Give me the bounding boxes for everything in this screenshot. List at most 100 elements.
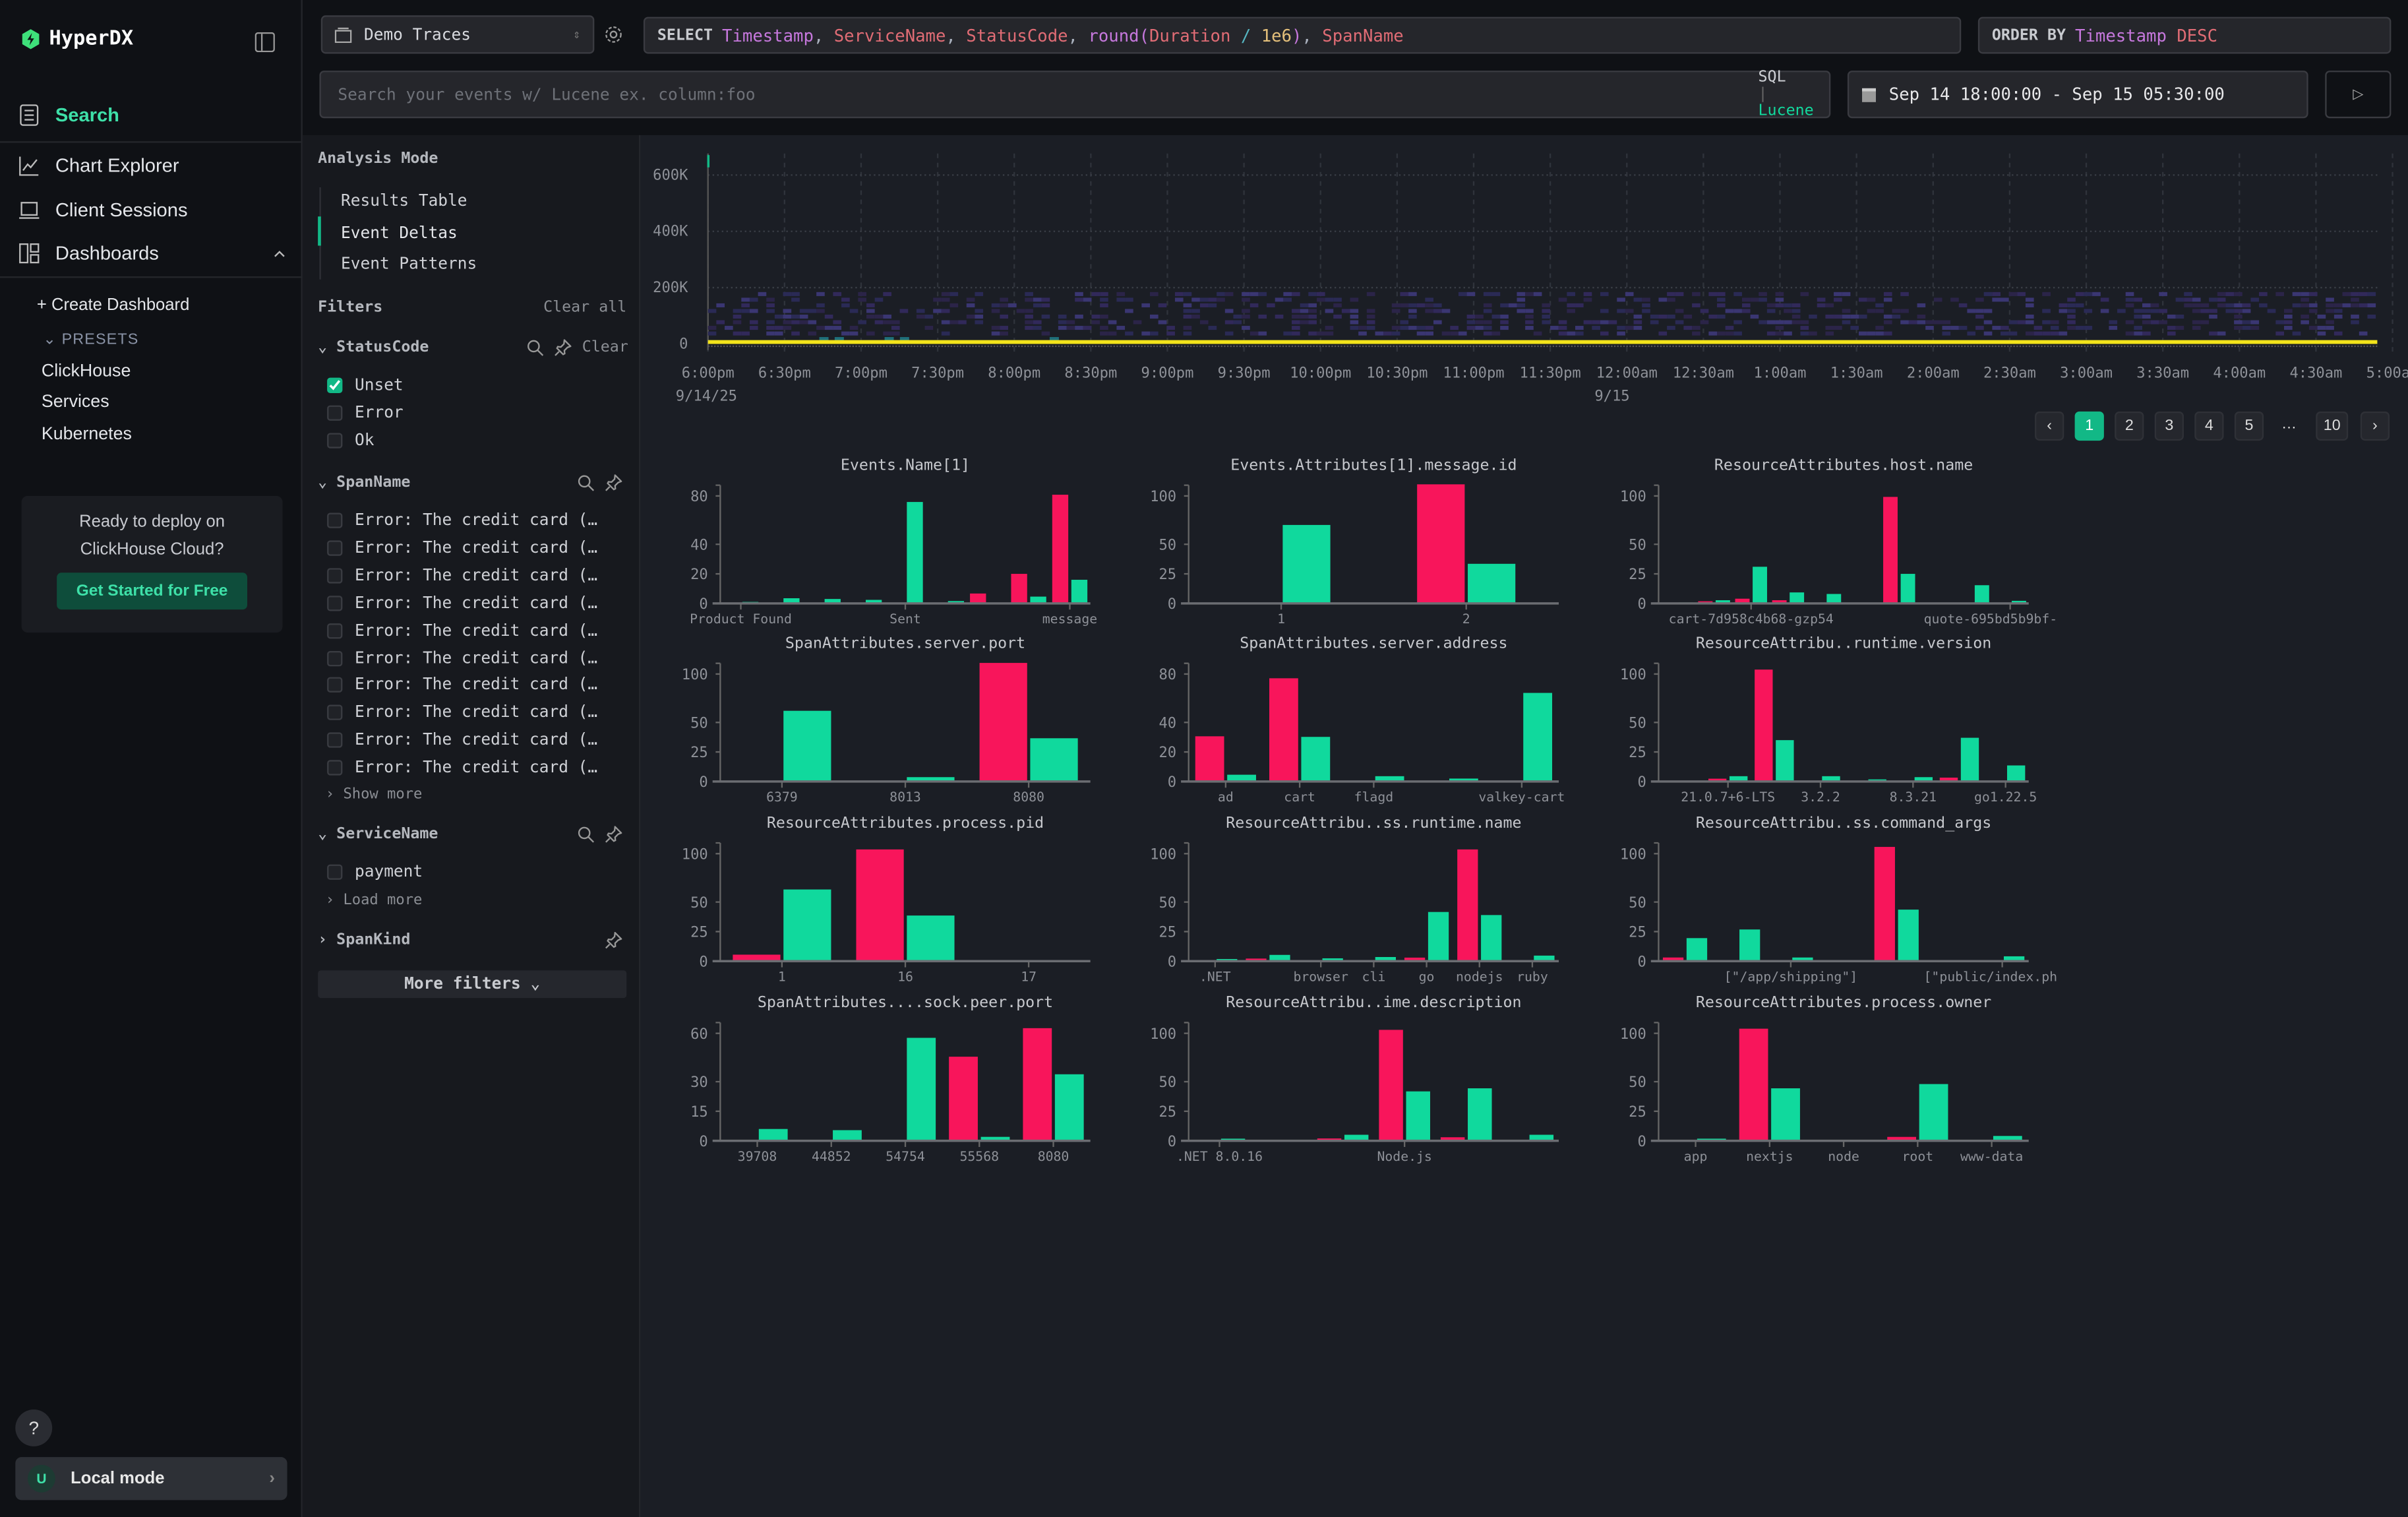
load-more-button[interactable]: › Load more — [326, 892, 423, 910]
outlier-bar[interactable] — [1735, 598, 1750, 603]
outlier-bar[interactable] — [856, 849, 904, 962]
user-menu[interactable]: U Local mode › — [15, 1457, 287, 1501]
chevron-up-icon[interactable] — [272, 245, 287, 261]
outlier-bar[interactable] — [1874, 847, 1895, 962]
outlier-bar[interactable] — [979, 663, 1027, 782]
preset-services[interactable]: Services — [41, 392, 109, 412]
filter-option[interactable]: Error: The credit card (… — [327, 567, 597, 584]
outlier-bar[interactable] — [1883, 496, 1898, 603]
pin-icon[interactable] — [605, 932, 622, 949]
inlier-bar[interactable] — [1790, 592, 1805, 603]
inlier-bar[interactable] — [1406, 1090, 1430, 1140]
inlier-bar[interactable] — [1900, 573, 1915, 603]
inlier-bar[interactable] — [1822, 776, 1840, 782]
checkbox[interactable] — [327, 650, 343, 666]
inlier-bar[interactable] — [1898, 910, 1919, 962]
analysis-mode-event-deltas[interactable]: Event Deltas — [341, 223, 458, 242]
outlier-bar[interactable] — [1662, 957, 1684, 962]
events-histogram[interactable]: 6:00pm 6:30pm 7:00pm 7:30pm 8:00pm 8:30pm 9:00… — [640, 135, 2408, 412]
outlier-bar[interactable] — [1246, 958, 1267, 962]
more-filters-button[interactable]: More filters ⌄ — [318, 970, 627, 999]
event-delta-chart[interactable]: ResourceAttribu..ss.command_args 0 25 50 100… — [1613, 815, 2058, 999]
outlier-bar[interactable] — [1052, 493, 1069, 603]
event-delta-chart[interactable]: Events.Name[1] 0 20 40 80 Product Found Sent me… — [674, 457, 1119, 641]
inlier-bar[interactable] — [1030, 596, 1046, 603]
outlier-bar[interactable] — [1457, 849, 1478, 962]
inlier-bar[interactable] — [1826, 593, 1842, 603]
pin-icon[interactable] — [605, 474, 622, 491]
brand[interactable]: HyperDX — [22, 28, 134, 51]
event-delta-chart[interactable]: ResourceAttributes.process.pid 0 25 50 100 1 1… — [674, 815, 1119, 999]
filter-option[interactable]: Error: The credit card (… — [327, 594, 597, 612]
outlier-bar[interactable] — [1939, 777, 1958, 782]
preset-kubernetes[interactable]: Kubernetes — [41, 425, 132, 444]
create-dashboard-button[interactable]: + Create Dashboard — [37, 296, 189, 315]
outlier-bar[interactable] — [1011, 573, 1027, 603]
page-4-button[interactable]: 4 — [2194, 411, 2224, 441]
analysis-mode-results-table[interactable]: Results Table — [341, 191, 467, 210]
run-query-button[interactable]: ▷ — [2325, 71, 2392, 119]
inlier-bar[interactable] — [783, 710, 831, 782]
inlier-bar[interactable] — [1301, 737, 1331, 782]
checkbox[interactable] — [327, 623, 343, 638]
inlier-bar[interactable] — [783, 889, 831, 962]
inlier-bar[interactable] — [1686, 938, 1708, 962]
event-delta-chart[interactable]: SpanAttributes.server.address 0 20 40 80 ad ca… — [1143, 636, 1588, 820]
event-delta-chart[interactable]: SpanAttributes.server.port 0 25 50 100 6379 80… — [674, 636, 1119, 820]
inlier-bar[interactable] — [1523, 693, 1553, 782]
checkbox[interactable] — [327, 705, 343, 721]
filter-option[interactable]: Error: The credit card (… — [327, 539, 597, 557]
outlier-bar[interactable] — [1417, 483, 1465, 603]
outlier-bar[interactable] — [949, 1056, 978, 1140]
event-delta-chart[interactable]: ResourceAttribu..runtime.version 0 25 50 100… — [1613, 636, 2058, 820]
outlier-bar[interactable] — [1772, 599, 1787, 603]
spanname-filter-header[interactable]: ⌄ SpanName — [318, 474, 410, 491]
search-icon[interactable] — [527, 339, 544, 356]
inlier-bar[interactable] — [1739, 929, 1761, 962]
inlier-bar[interactable] — [865, 599, 882, 603]
event-delta-chart[interactable]: ResourceAttributes.process.owner 0 25 50 100… — [1613, 995, 2058, 1179]
outlier-bar[interactable] — [1440, 1136, 1465, 1140]
filter-option[interactable]: Error: The credit card (… — [327, 704, 597, 722]
inlier-bar[interactable] — [907, 777, 955, 782]
inlier-bar[interactable] — [907, 1037, 936, 1140]
search-icon[interactable] — [578, 826, 595, 843]
inlier-bar[interactable] — [1974, 584, 1989, 603]
lang-sql-toggle[interactable]: SQL — [1758, 69, 1786, 86]
checkbox[interactable] — [327, 512, 343, 528]
event-delta-chart[interactable]: ResourceAttribu..ss.runtime.name 0 25 50 100… — [1143, 815, 1588, 999]
nav-client-sessions[interactable]: Client Sessions — [18, 200, 287, 221]
checkbox[interactable] — [327, 732, 343, 749]
inlier-bar[interactable] — [1468, 1088, 1492, 1140]
collapse-sidebar-icon[interactable] — [255, 32, 275, 53]
outlier-bar[interactable] — [1887, 1136, 1917, 1140]
page-10-button[interactable]: 10 — [2316, 411, 2349, 441]
inlier-bar[interactable] — [1227, 774, 1256, 782]
lang-lucene-toggle[interactable]: Lucene — [1758, 102, 1814, 120]
next-page-button[interactable]: › — [2360, 411, 2390, 441]
inlier-bar[interactable] — [1449, 778, 1478, 782]
page-1-button[interactable]: 1 — [2074, 411, 2104, 441]
inlier-bar[interactable] — [1960, 737, 1979, 782]
inlier-bar[interactable] — [1993, 1135, 2022, 1140]
inlier-bar[interactable] — [907, 501, 923, 603]
spankind-filter-header[interactable]: › SpanKind — [318, 932, 410, 949]
search-icon[interactable] — [578, 474, 595, 491]
checkbox[interactable] — [327, 864, 343, 880]
inlier-bar[interactable] — [758, 1128, 788, 1140]
inlier-bar[interactable] — [1481, 915, 1502, 962]
inlier-bar[interactable] — [1715, 599, 1730, 603]
inlier-bar[interactable] — [1534, 955, 1555, 962]
filter-option-unset[interactable]: Unset — [327, 376, 404, 394]
filter-option[interactable]: Error: The credit card (… — [327, 758, 597, 777]
inlier-bar[interactable] — [1529, 1134, 1554, 1140]
inlier-bar[interactable] — [2012, 600, 2026, 603]
gear-icon[interactable] — [603, 24, 623, 44]
clear-statuscode-button[interactable]: Clear — [582, 339, 628, 357]
filter-option[interactable]: Error: The credit card (… — [327, 649, 597, 667]
filter-option-payment[interactable]: payment — [327, 863, 423, 881]
presets-toggle[interactable]: ⌄ PRESETS — [43, 332, 138, 349]
outlier-bar[interactable] — [1379, 1029, 1403, 1140]
inlier-bar[interactable] — [1375, 776, 1404, 782]
outlier-bar[interactable] — [1195, 736, 1224, 782]
